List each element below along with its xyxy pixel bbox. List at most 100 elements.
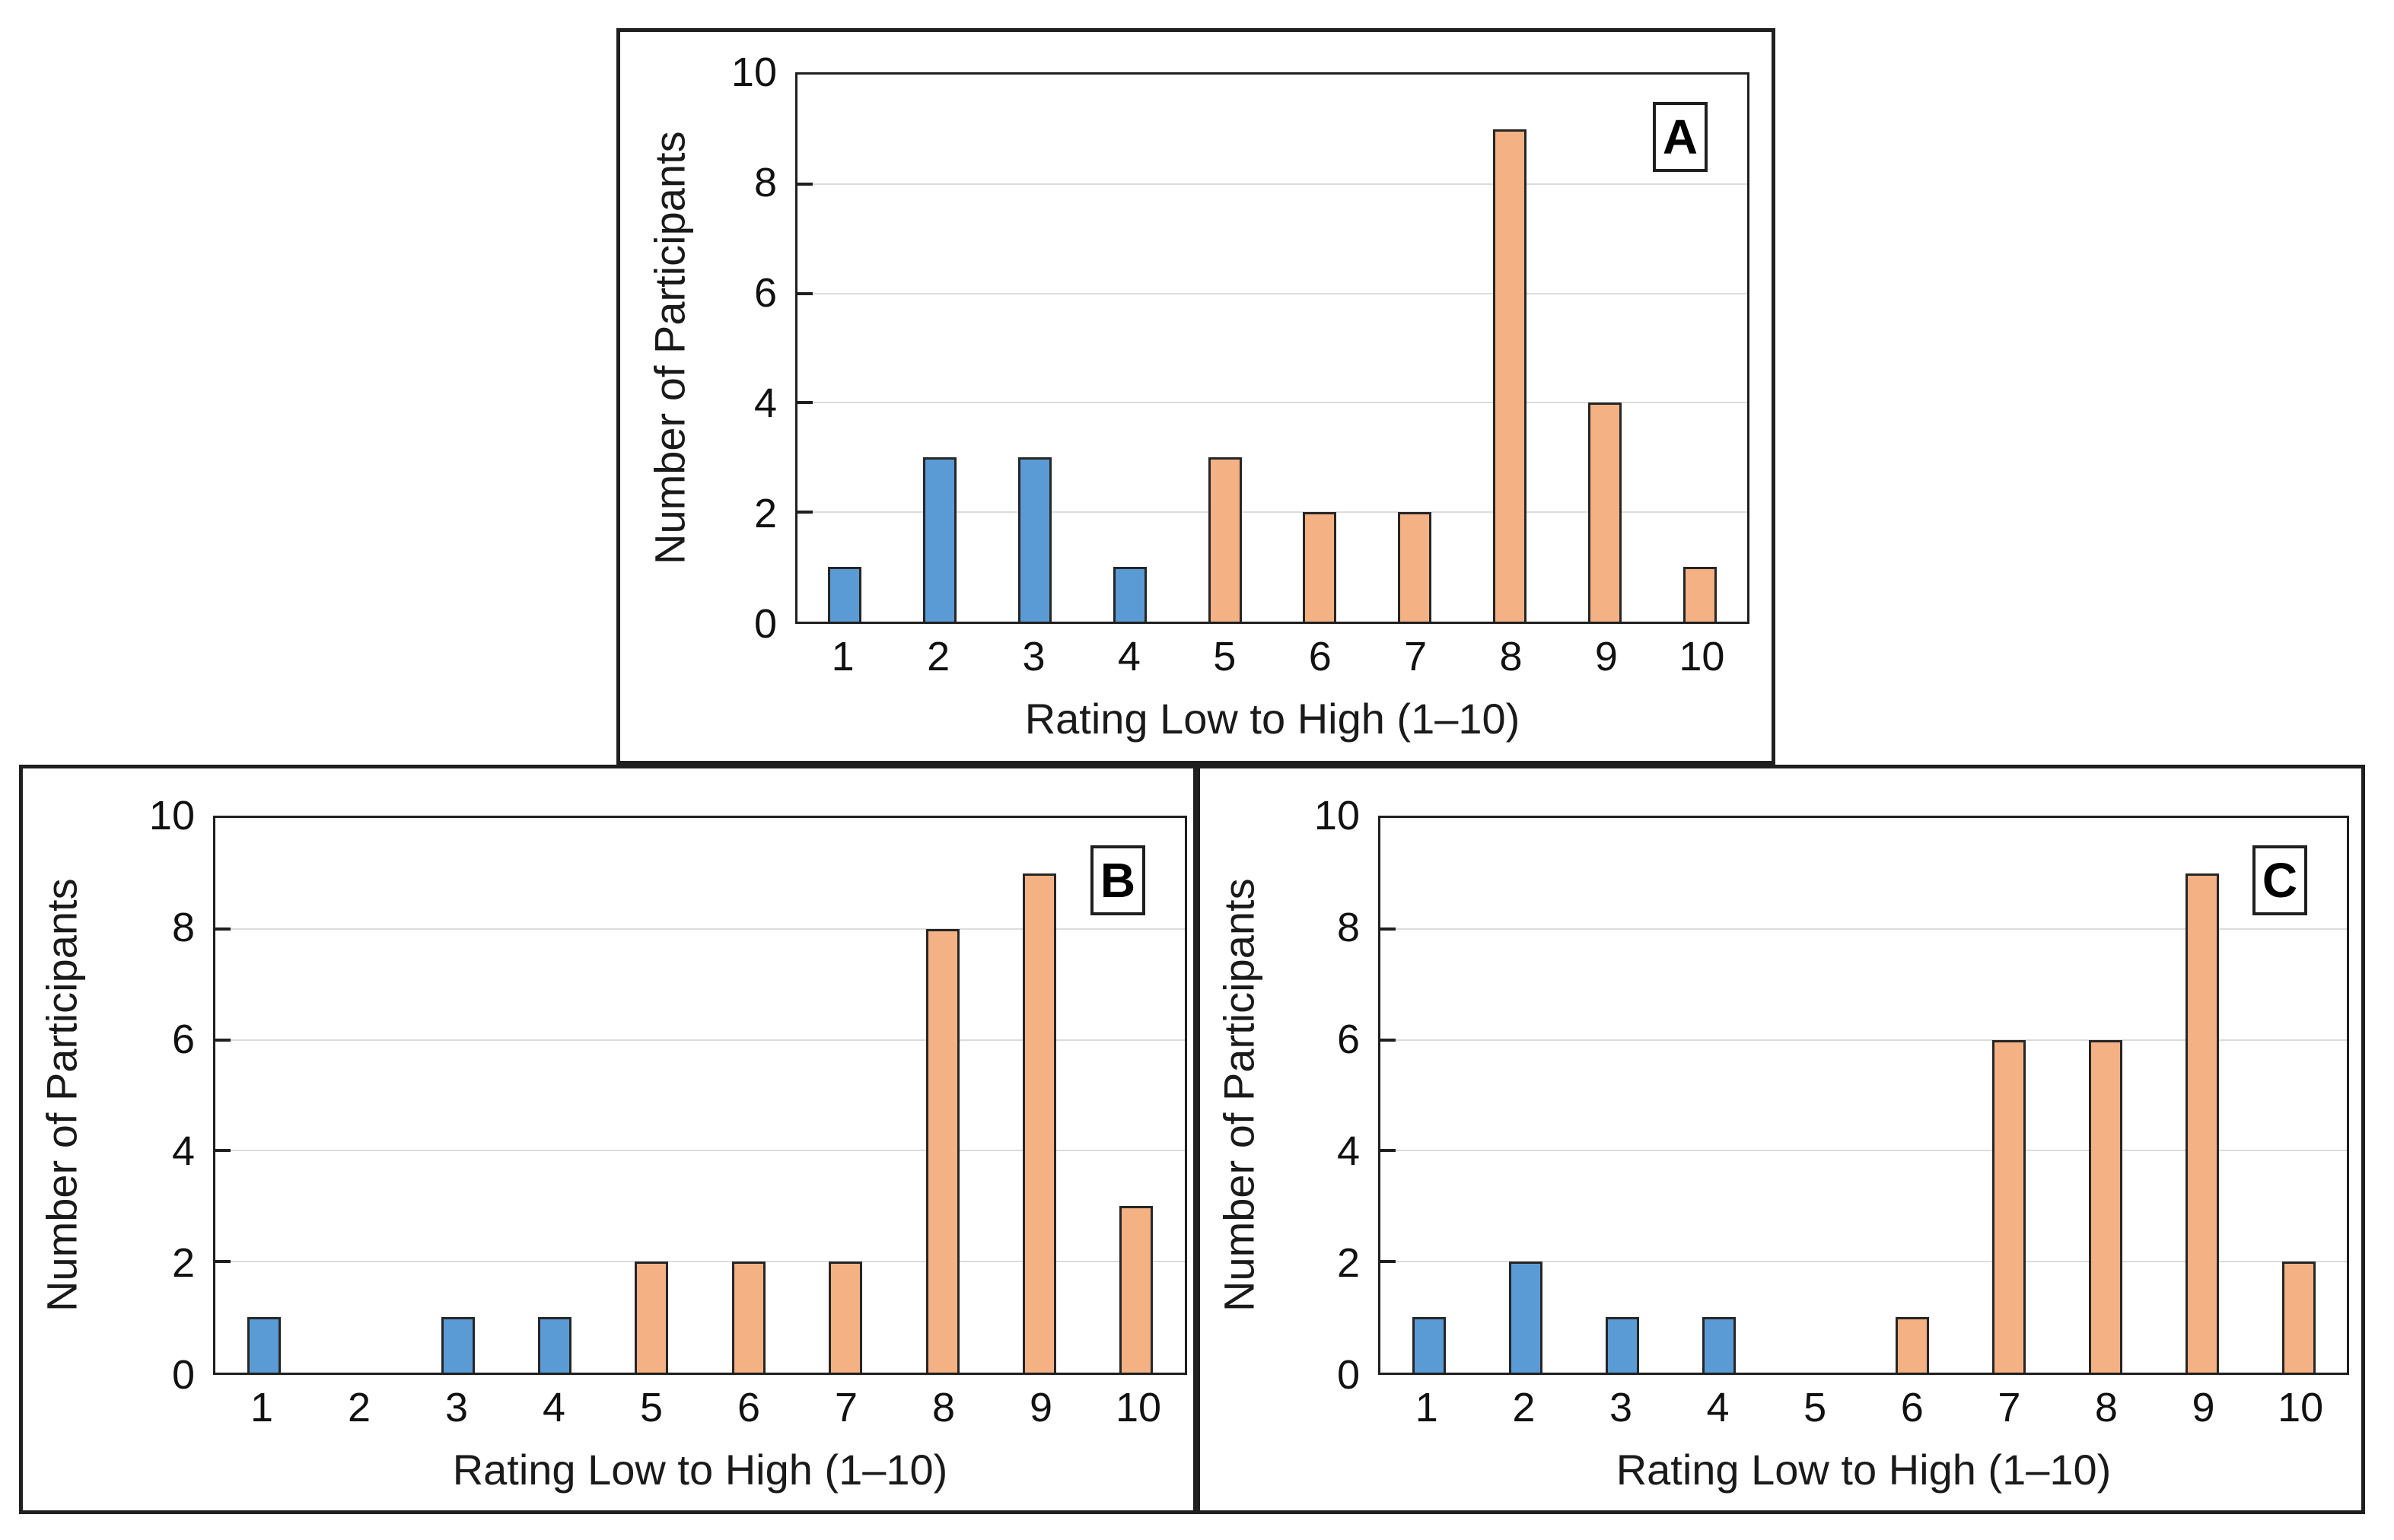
bar-slot-rating-10 bbox=[1652, 75, 1747, 622]
y-tick-label: 0 bbox=[753, 601, 777, 647]
gridline bbox=[797, 402, 1747, 404]
x-tick-label: 9 bbox=[2192, 1385, 2215, 1430]
x-tick-label: 3 bbox=[444, 1385, 469, 1430]
bar-slot-rating-1 bbox=[797, 75, 893, 622]
y-tick-label: 2 bbox=[753, 491, 777, 536]
y-tick-label: 10 bbox=[731, 49, 777, 95]
bar-slot-rating-5 bbox=[603, 818, 700, 1373]
x-tick-label: 10 bbox=[2278, 1385, 2324, 1430]
y-tick-mark bbox=[797, 511, 813, 514]
x-tick-label: 10 bbox=[1115, 1385, 1162, 1430]
bar-rating-8 bbox=[2088, 1039, 2122, 1373]
bar-rating-9 bbox=[1022, 873, 1056, 1373]
bar-slot-rating-1 bbox=[215, 818, 312, 1373]
x-tick-label: 6 bbox=[1308, 634, 1332, 679]
bar-slot-rating-9 bbox=[991, 818, 1087, 1373]
y-tick-mark bbox=[215, 1260, 231, 1264]
bar-rating-4 bbox=[1702, 1317, 1736, 1373]
y-tick-label: 8 bbox=[753, 160, 777, 205]
bar-rating-5 bbox=[635, 1262, 669, 1373]
x-tick-label: 5 bbox=[1803, 1385, 1827, 1430]
gridline bbox=[797, 183, 1747, 185]
bar-rating-5 bbox=[1208, 457, 1242, 622]
y-tick-label: 0 bbox=[171, 1352, 195, 1398]
bar-rating-7 bbox=[1398, 512, 1432, 622]
y-tick-label: 2 bbox=[171, 1240, 195, 1286]
bar-rating-3 bbox=[441, 1317, 475, 1373]
bar-rating-1 bbox=[1412, 1317, 1446, 1373]
y-tick-label: 8 bbox=[171, 905, 195, 950]
y-tick-mark bbox=[1380, 1149, 1396, 1153]
bar-slot-rating-6 bbox=[1272, 75, 1367, 622]
bar-slot-rating-8 bbox=[894, 818, 991, 1373]
plot-area: A bbox=[795, 72, 1749, 624]
bar-rating-6 bbox=[1303, 512, 1337, 622]
bar-slot-rating-2 bbox=[893, 75, 988, 622]
bar-rating-9 bbox=[2185, 873, 2219, 1373]
y-tick-label: 4 bbox=[753, 380, 777, 426]
x-tick-label: 8 bbox=[931, 1385, 956, 1430]
bar-slot-rating-2 bbox=[1477, 818, 1574, 1373]
gridline bbox=[215, 928, 1185, 930]
x-tick-label: 6 bbox=[1900, 1385, 1924, 1430]
x-tick-label: 8 bbox=[2094, 1385, 2118, 1430]
bar-slot-rating-9 bbox=[1557, 75, 1652, 622]
y-tick-mark bbox=[215, 1038, 231, 1042]
gridline bbox=[215, 1039, 1185, 1041]
x-tick-label: 7 bbox=[834, 1385, 858, 1430]
x-tick-label: 2 bbox=[347, 1385, 371, 1430]
bar-slot-rating-3 bbox=[409, 818, 506, 1373]
bar-slot-rating-7 bbox=[797, 818, 893, 1373]
y-tick-mark bbox=[215, 1149, 231, 1153]
y-axis-tick-labels: 0 2 4 6 8 10 bbox=[1200, 795, 1360, 1395]
bar-rating-8 bbox=[1492, 129, 1526, 622]
gridline bbox=[215, 1261, 1185, 1263]
bar-slot-rating-9 bbox=[2154, 818, 2250, 1373]
x-tick-label: 9 bbox=[1594, 634, 1618, 679]
panel-label-badge: A bbox=[1653, 102, 1708, 172]
x-tick-label: 1 bbox=[831, 634, 855, 679]
y-tick-label: 10 bbox=[148, 793, 195, 838]
y-tick-label: 4 bbox=[1336, 1128, 1360, 1174]
gridline bbox=[797, 292, 1747, 294]
y-tick-mark bbox=[215, 927, 231, 931]
bar-rating-1 bbox=[828, 567, 862, 622]
y-tick-mark bbox=[797, 291, 813, 295]
x-tick-label: 5 bbox=[1213, 634, 1237, 679]
gridline bbox=[215, 1150, 1185, 1152]
y-tick-label: 2 bbox=[1336, 1240, 1360, 1286]
y-tick-mark bbox=[797, 182, 813, 186]
y-axis-tick-labels: 0 2 4 6 8 10 bbox=[23, 795, 195, 1395]
bar-rating-7 bbox=[829, 1262, 863, 1373]
bar-series bbox=[1380, 818, 2347, 1373]
y-tick-label: 6 bbox=[171, 1017, 195, 1062]
x-tick-label: 1 bbox=[250, 1385, 274, 1430]
x-tick-label: 7 bbox=[1998, 1385, 2021, 1430]
x-tick-label: 4 bbox=[1706, 1385, 1730, 1430]
x-tick-label: 8 bbox=[1499, 634, 1523, 679]
bar-slot-rating-3 bbox=[988, 75, 1083, 622]
y-tick-label: 6 bbox=[753, 270, 777, 316]
y-tick-mark bbox=[797, 401, 813, 405]
y-tick-label: 0 bbox=[1336, 1352, 1360, 1398]
plot-area: C bbox=[1378, 816, 2349, 1375]
panel-label-badge: B bbox=[1090, 845, 1145, 915]
bar-slot-rating-6 bbox=[1864, 818, 1960, 1373]
x-axis-tick-labels: 1 2 3 4 5 6 7 8 9 10 bbox=[795, 634, 1749, 679]
x-tick-label: 2 bbox=[1512, 1385, 1536, 1430]
panel-label-badge: C bbox=[2252, 845, 2307, 915]
bar-rating-6 bbox=[1895, 1317, 1929, 1373]
y-axis-tick-labels: 0 2 4 6 8 10 bbox=[620, 52, 777, 644]
bar-rating-9 bbox=[1587, 402, 1622, 622]
bar-slot-rating-7 bbox=[1960, 818, 2057, 1373]
x-tick-label: 4 bbox=[1117, 634, 1141, 679]
y-tick-label: 6 bbox=[1336, 1017, 1360, 1062]
bar-rating-7 bbox=[1991, 1039, 2026, 1373]
gridline bbox=[1380, 1039, 2347, 1041]
bar-rating-2 bbox=[923, 457, 957, 622]
x-axis-title: Rating Low to High (1–10) bbox=[452, 1446, 948, 1494]
bar-rating-1 bbox=[247, 1317, 281, 1373]
plot-area: B bbox=[213, 816, 1187, 1375]
